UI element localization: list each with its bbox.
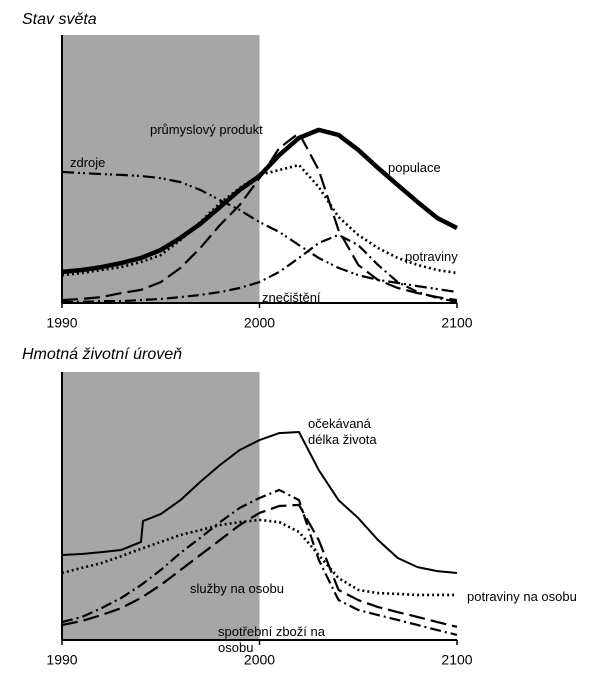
- series-label: potraviny: [405, 249, 458, 264]
- series-label-text: průmyslový produkt: [150, 122, 263, 137]
- series-label-text: spotřební zboží na osobu: [218, 624, 325, 655]
- series-label: spotřební zboží na osobu: [218, 624, 325, 655]
- series-line: [61, 163, 458, 277]
- series-label: populace: [388, 160, 441, 175]
- series-label-text: znečištění: [262, 290, 321, 305]
- series-label-text: populace: [388, 160, 441, 175]
- x-tick-label: 1990: [46, 652, 77, 668]
- shaded-region: [62, 372, 260, 640]
- shaded-region: [62, 35, 260, 303]
- chart-title: Hmotná životní úroveň: [22, 346, 182, 363]
- x-tick-label: 2000: [244, 652, 275, 668]
- x-tick-label: 1990: [46, 315, 77, 331]
- series-line: [61, 518, 457, 597]
- x-tick-label: 2000: [244, 315, 275, 331]
- series-label-text: zdroje: [70, 155, 106, 170]
- series-label: průmyslový produkt: [150, 122, 263, 137]
- series-label-text: očekávaná délka života: [308, 416, 377, 447]
- series-line: [61, 127, 459, 275]
- series-line: [62, 233, 458, 304]
- series-line: [61, 488, 458, 636]
- chart-title: Stav světa: [22, 11, 97, 28]
- series-label: očekávaná délka života: [308, 416, 377, 447]
- series-label-text: služby na osobu: [190, 581, 284, 596]
- series-label: potraviny na osobu: [467, 589, 577, 604]
- series-label-text: potraviny: [405, 249, 458, 264]
- x-tick-label: 2100: [441, 652, 472, 668]
- series-line: [61, 503, 458, 628]
- series-label: znečištění: [262, 290, 321, 305]
- series-label: služby na osobu: [190, 581, 284, 596]
- series-label: zdroje: [70, 155, 106, 170]
- x-tick-label: 2100: [441, 315, 472, 331]
- series-line: [61, 131, 458, 302]
- series-label-text: potraviny na osobu: [467, 589, 577, 604]
- series-line: [61, 431, 458, 574]
- series-line: [61, 170, 458, 294]
